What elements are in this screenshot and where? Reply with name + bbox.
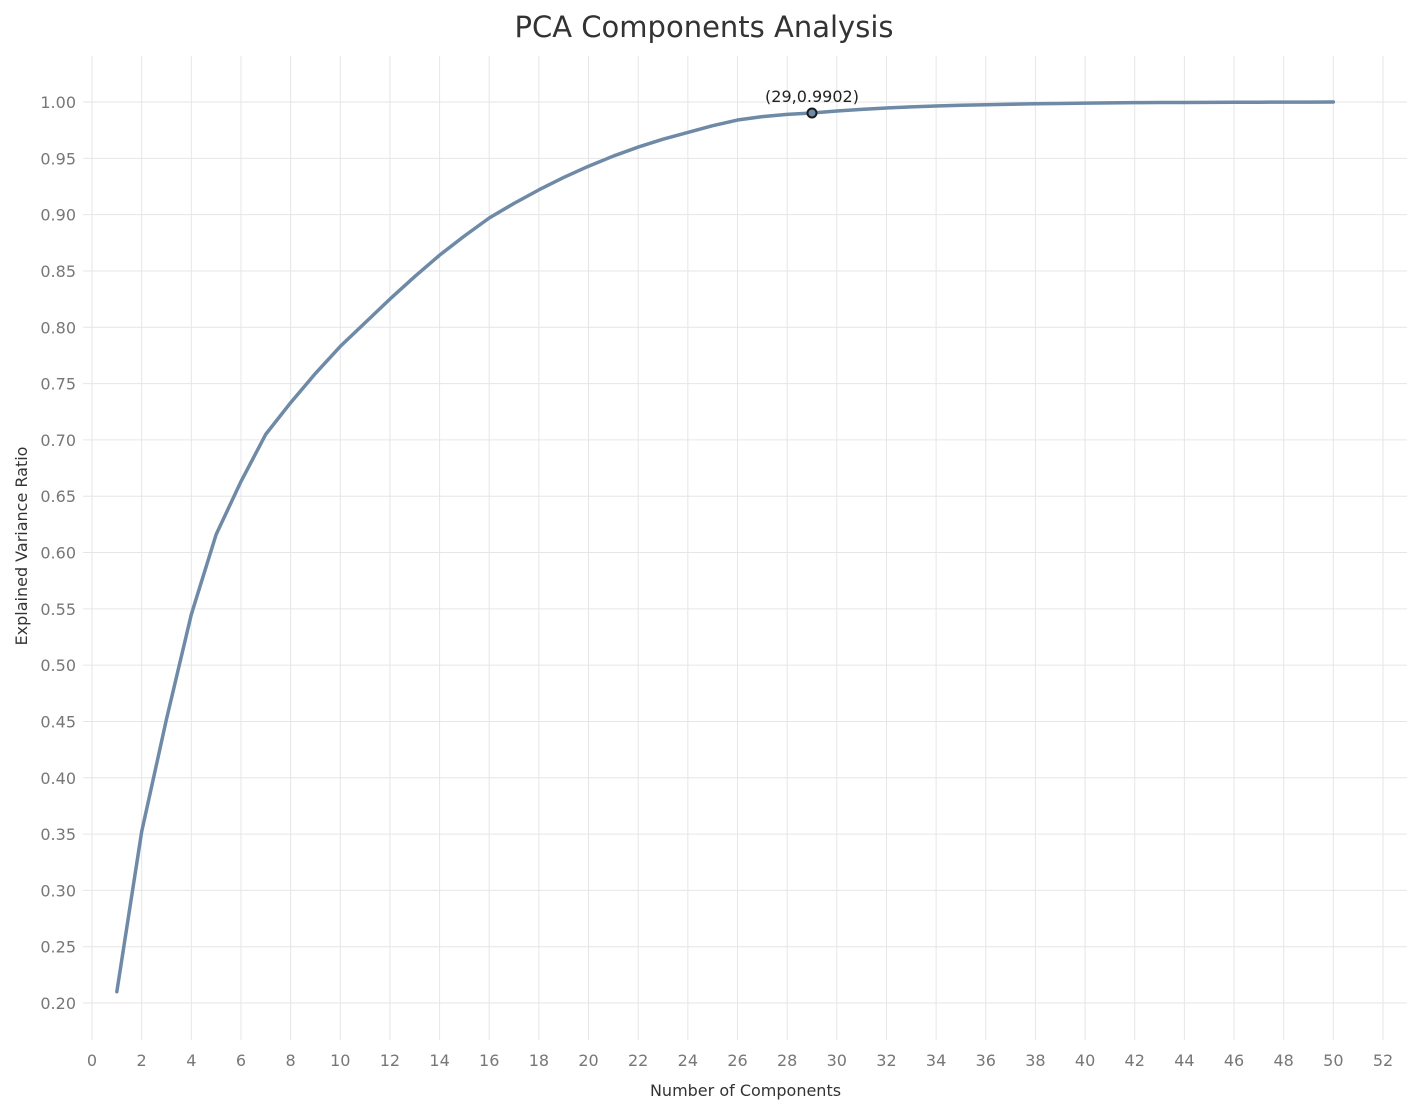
y-tick-label: 0.85 (40, 262, 76, 281)
tick-labels: 0 2 4 6 8 10 12 14 16 18 20 22 24 26 28 30 32 34 36 38 40 42 4… (40, 93, 1393, 1070)
y-tick-label: 0.60 (40, 544, 76, 563)
x-tick-label: 42 (1125, 1051, 1145, 1070)
x-tick-label: 34 (926, 1051, 946, 1070)
y-tick-label: 0.70 (40, 431, 76, 450)
x-tick-label: 2 (137, 1051, 147, 1070)
x-tick-label: 26 (727, 1051, 747, 1070)
x-tick-label: 30 (827, 1051, 847, 1070)
x-tick-label: 36 (976, 1051, 996, 1070)
y-tick-label: 0.45 (40, 712, 76, 731)
x-tick-label: 46 (1224, 1051, 1244, 1070)
x-tick-label: 12 (380, 1051, 400, 1070)
x-tick-label: 52 (1373, 1051, 1393, 1070)
y-tick-label: 0.65 (40, 487, 76, 506)
chart-title: PCA Components Analysis (514, 10, 894, 44)
x-tick-label: 22 (628, 1051, 648, 1070)
x-tick-label: 44 (1174, 1051, 1194, 1070)
x-tick-label: 14 (429, 1051, 449, 1070)
point-annotation: (29,0.9902) (765, 87, 859, 106)
y-tick-label: 0.95 (40, 149, 76, 168)
grid-layer (83, 56, 1407, 1040)
x-tick-label: 48 (1274, 1051, 1294, 1070)
x-tick-label: 38 (1025, 1051, 1045, 1070)
series-layer (115, 100, 1336, 994)
y-tick-label: 0.35 (40, 825, 76, 844)
x-tick-label: 0 (87, 1051, 97, 1070)
series-line (115, 100, 1336, 994)
x-tick-label: 16 (479, 1051, 499, 1070)
y-tick-label: 0.20 (40, 994, 76, 1013)
x-tick-label: 6 (236, 1051, 246, 1070)
y-tick-label: 1.00 (40, 93, 76, 112)
x-tick-label: 24 (678, 1051, 698, 1070)
y-tick-label: 0.40 (40, 769, 76, 788)
x-tick-label: 20 (578, 1051, 598, 1070)
x-tick-label: 28 (777, 1051, 797, 1070)
x-tick-label: 50 (1323, 1051, 1343, 1070)
x-tick-label: 4 (186, 1051, 196, 1070)
x-tick-label: 32 (876, 1051, 896, 1070)
highlight-point (806, 107, 818, 119)
y-tick-label: 0.50 (40, 656, 76, 675)
x-tick-label: 8 (286, 1051, 296, 1070)
x-tick-label: 40 (1075, 1051, 1095, 1070)
y-tick-label: 0.90 (40, 206, 76, 225)
y-tick-label: 0.80 (40, 318, 76, 337)
annotation-layer: (29,0.9902) (765, 87, 859, 119)
x-axis-label: Number of Components (650, 1081, 841, 1100)
y-axis-label: Explained Variance Ratio (12, 447, 31, 646)
y-tick-label: 0.30 (40, 881, 76, 900)
y-tick-label: 0.55 (40, 600, 76, 619)
y-tick-label: 0.75 (40, 375, 76, 394)
x-tick-label: 10 (330, 1051, 350, 1070)
y-tick-label: 0.25 (40, 938, 76, 957)
x-tick-label: 18 (529, 1051, 549, 1070)
